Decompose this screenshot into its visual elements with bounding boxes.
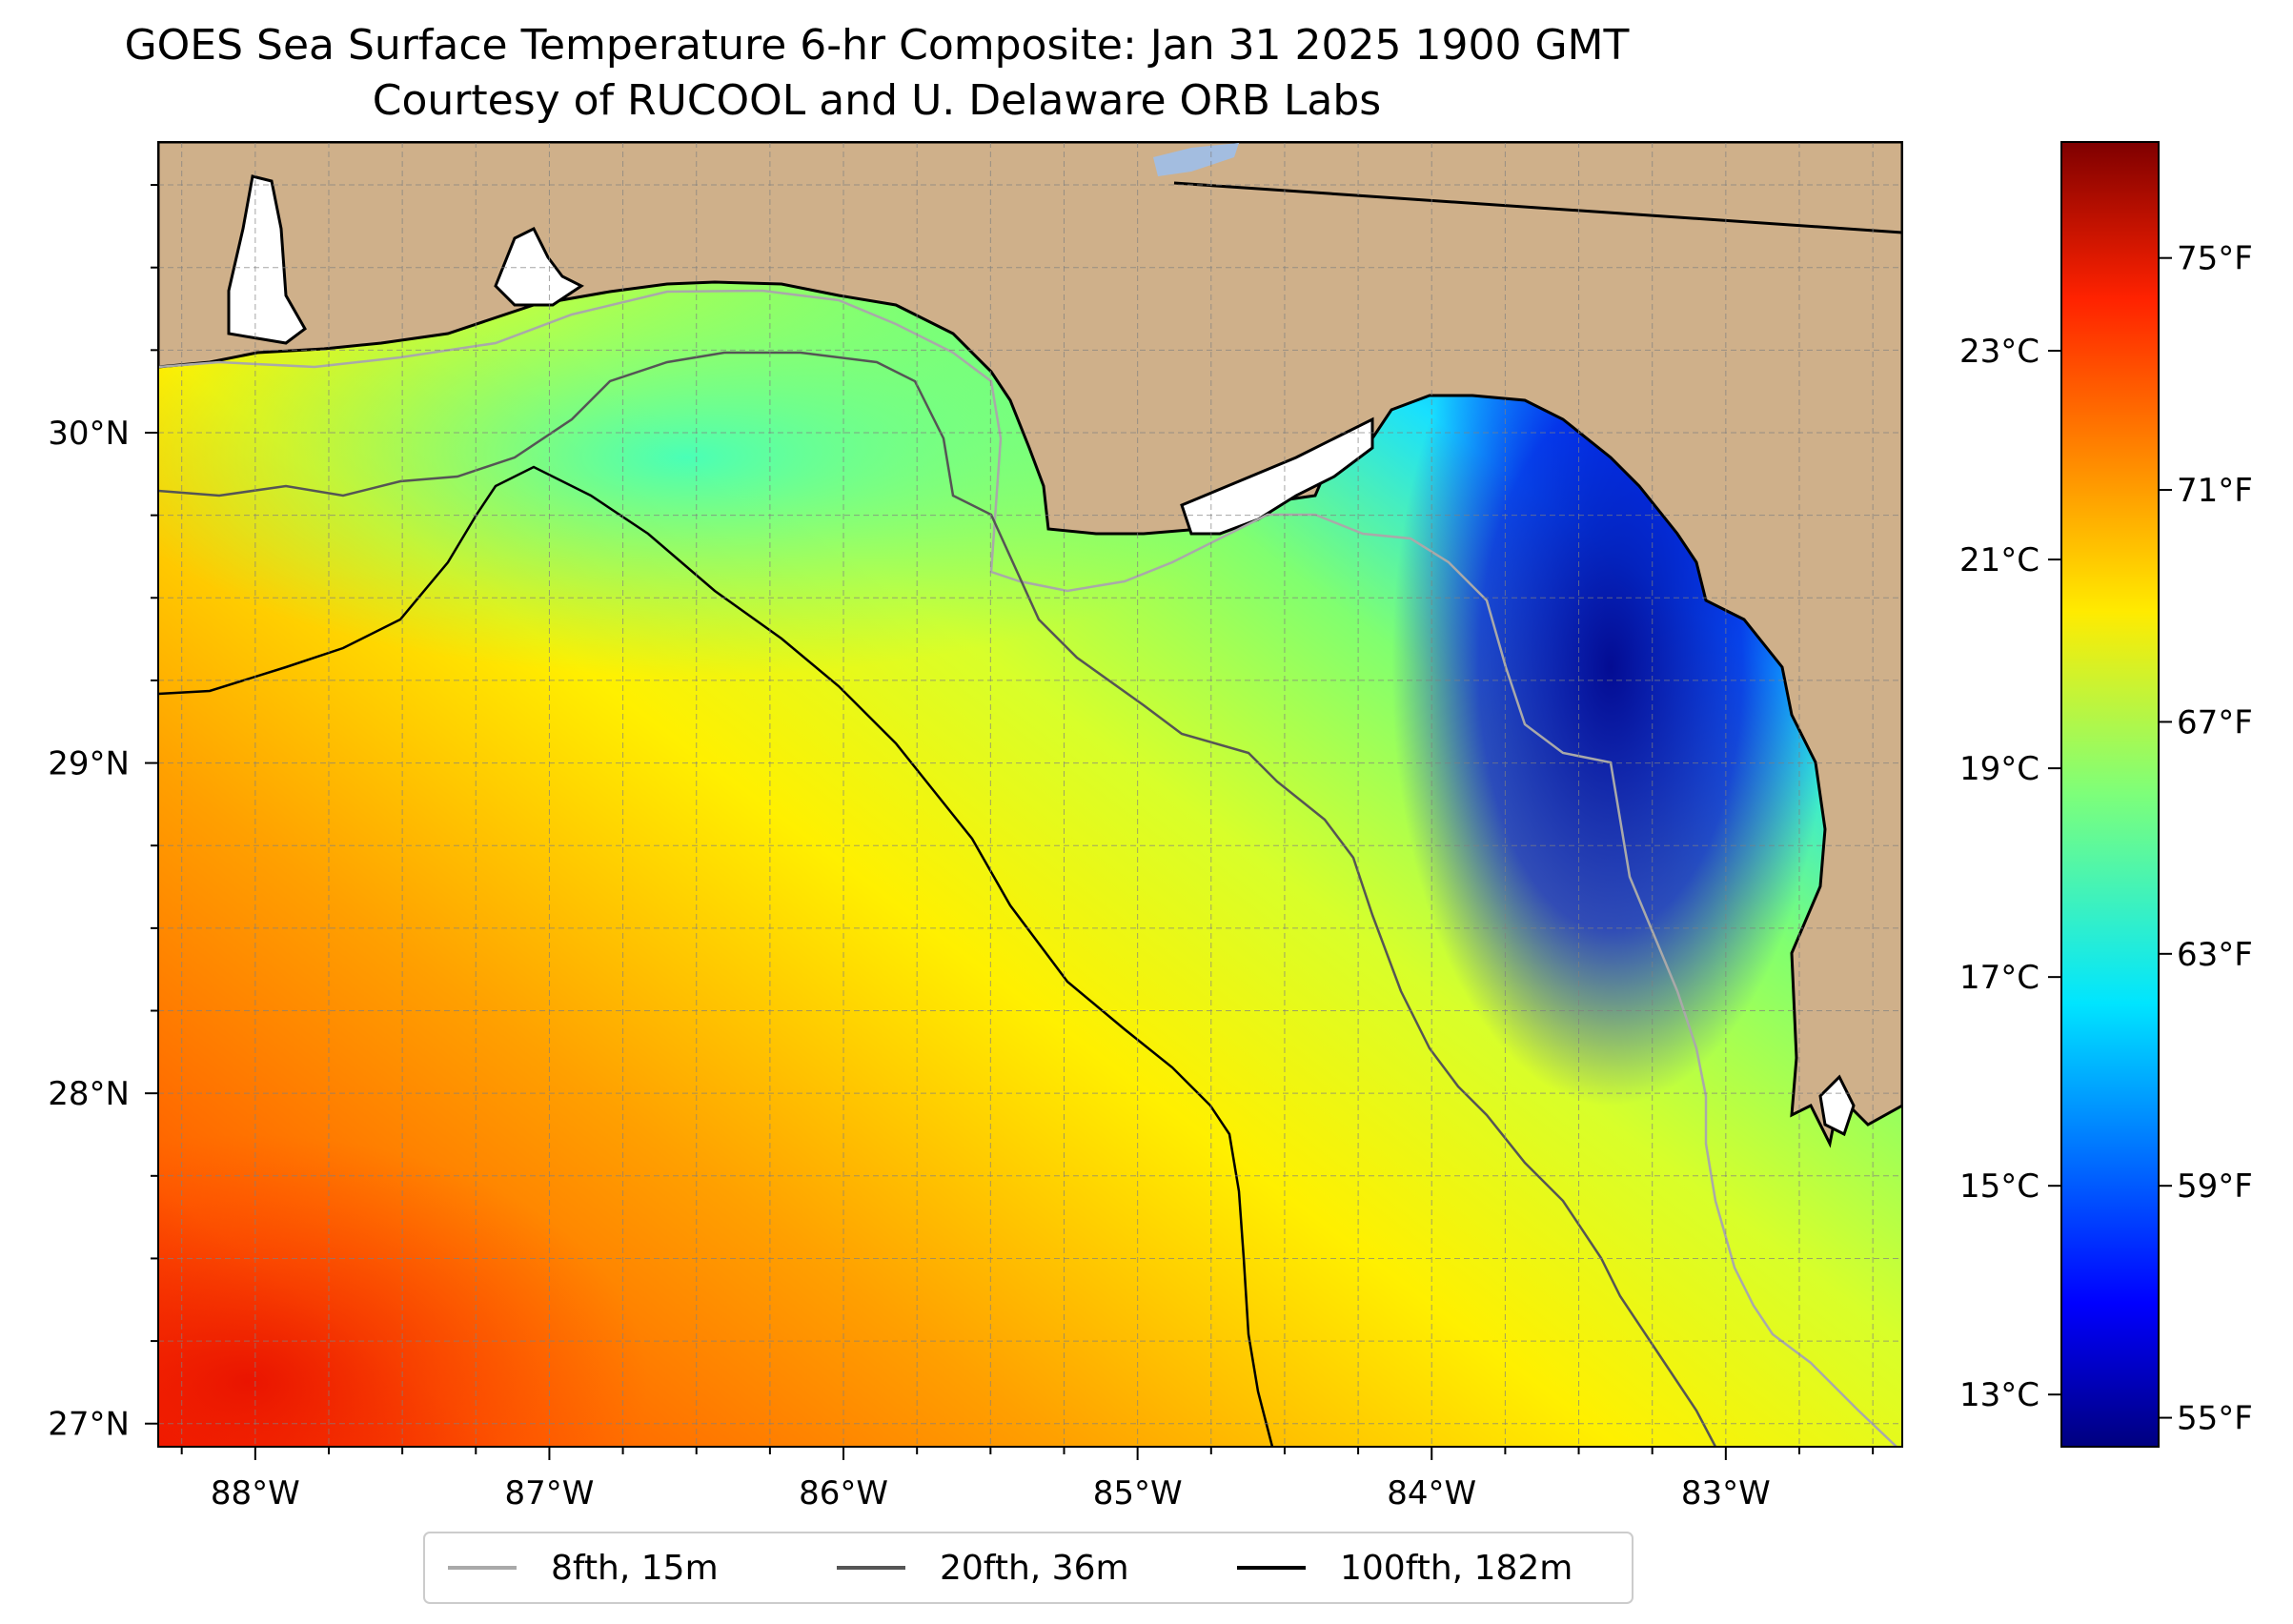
legend-label: 8fth, 15m [551,1549,719,1588]
state-border [1173,181,1902,234]
celsius-tick-label: 13°C [1959,1376,2039,1414]
colorbar-celsius-axis: 13°C 15°C 17°C 19°C 21°C 23°C [1959,333,2061,1414]
celsius-tick-label: 15°C [1959,1167,2039,1206]
lat-axis: 27°N 28°N 29°N 30°N [48,184,158,1444]
isobath-100fth [158,465,1274,1447]
colorbar-fahrenheit-axis: 55°F 59°F 63°F 67°F 71°F 75°F [2159,240,2253,1438]
legend-label: 100fth, 182m [1340,1549,1573,1588]
bay-mobile [227,174,307,345]
celsius-tick-label: 23°C [1959,333,2039,371]
lon-tick-label: 86°W [799,1474,888,1512]
figure-subtitle: Courtesy of RUCOOL and U. Delaware ORB L… [372,76,1382,125]
lat-tick-label: 30°N [48,415,130,453]
lon-tick-label: 87°W [504,1474,594,1512]
bay-tampa [1818,1074,1856,1137]
bay-pensacola [494,226,584,307]
fahrenheit-tick-label: 71°F [2177,472,2253,510]
fahrenheit-tick-label: 75°F [2177,240,2253,278]
celsius-tick-label: 21°C [1959,541,2039,579]
legend-label: 20fth, 36m [940,1549,1129,1588]
lon-axis: 88°W 87°W 86°W 85°W 84°W 83°W [180,1447,1875,1512]
lat-tick-label: 27°N [48,1406,130,1444]
fahrenheit-tick-label: 63°F [2177,936,2253,974]
graticule [158,142,1902,1447]
lon-tick-label: 88°W [211,1474,300,1512]
legend-box [423,1532,1634,1604]
warm-water-region [158,1134,648,1447]
map-frame [157,141,1903,1448]
isobath-20fth [158,351,1717,1447]
lat-tick-label: 29°N [48,745,130,783]
water-body-inland [1153,143,1239,176]
lon-tick-label: 84°W [1387,1474,1476,1512]
fahrenheit-tick-label: 67°F [2177,703,2253,741]
legend: 8fth, 15m 20fth, 36m 100fth, 182m [448,1549,1573,1588]
lat-tick-label: 28°N [48,1075,130,1113]
bay-apalachicola [1180,416,1374,536]
fahrenheit-tick-label: 55°F [2177,1400,2253,1438]
celsius-tick-label: 19°C [1959,750,2039,788]
figure-title: GOES Sea Surface Temperature 6-hr Compos… [124,21,1630,70]
isobath-8fth [158,289,1897,1447]
fahrenheit-tick-label: 59°F [2177,1167,2253,1206]
lon-tick-label: 83°W [1681,1474,1771,1512]
lon-tick-label: 85°W [1093,1474,1183,1512]
celsius-tick-label: 17°C [1959,959,2039,997]
colorbar [2060,141,2160,1448]
